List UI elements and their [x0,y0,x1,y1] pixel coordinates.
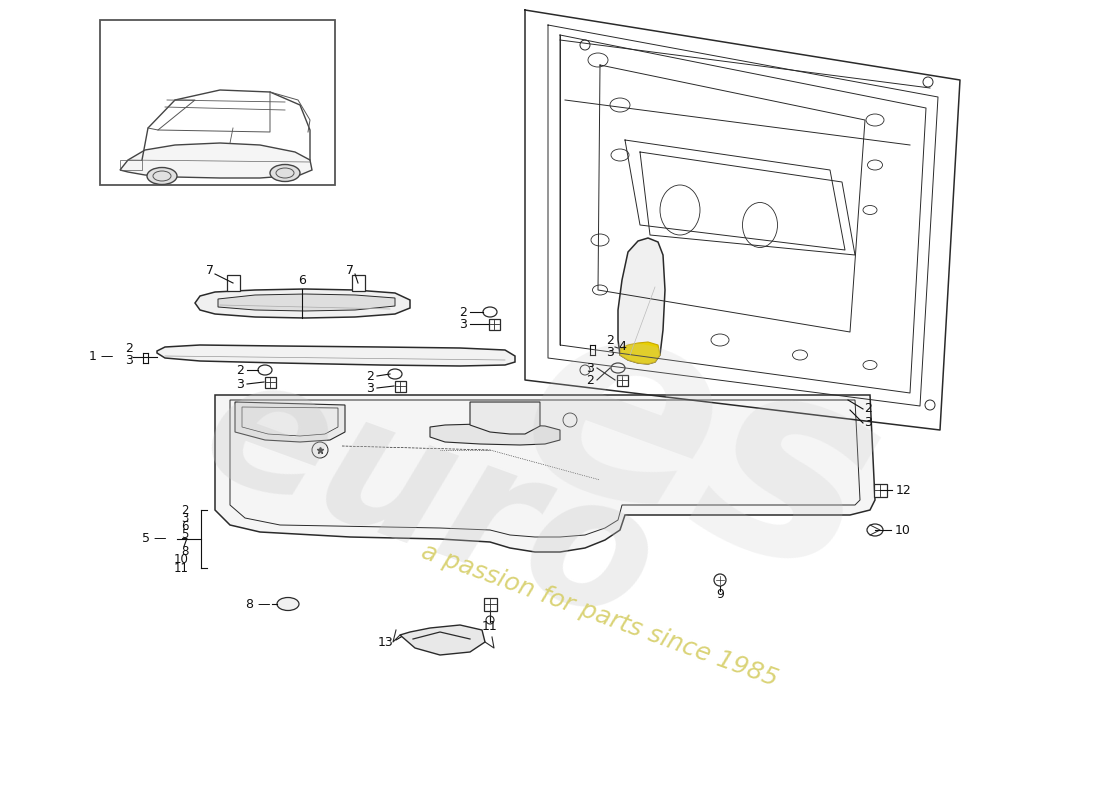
Text: 1 —: 1 — [89,350,113,363]
Text: 5: 5 [182,528,189,542]
Bar [395,381,406,391]
Text: es: es [487,262,912,638]
Bar [616,374,627,386]
Text: 3: 3 [236,378,244,390]
Text: 8 —: 8 — [245,598,270,610]
Circle shape [486,616,494,624]
Polygon shape [618,238,666,364]
Bar [352,275,364,291]
Bar [873,483,887,497]
Text: 11: 11 [482,621,498,634]
Ellipse shape [867,524,883,536]
Polygon shape [430,424,560,445]
Text: 6: 6 [182,520,189,533]
Bar [120,160,142,170]
Text: 7: 7 [346,263,354,277]
Text: euro: euro [182,338,678,662]
Ellipse shape [270,165,300,182]
Polygon shape [195,289,410,318]
Text: 10: 10 [895,523,911,537]
Text: 5 —: 5 — [143,533,167,546]
Bar [100,20,336,185]
Ellipse shape [147,167,177,185]
Text: 3: 3 [459,318,468,330]
Polygon shape [120,143,312,178]
Polygon shape [218,294,395,311]
Text: 11: 11 [174,562,189,574]
Polygon shape [400,625,485,655]
Text: 2: 2 [606,334,614,347]
Ellipse shape [277,598,299,610]
Bar [488,318,499,330]
Text: 2: 2 [459,306,468,318]
Text: 7: 7 [182,537,189,550]
Text: 3: 3 [125,354,133,367]
Text: 12: 12 [896,483,912,497]
Text: 13: 13 [377,635,393,649]
Bar [227,275,240,291]
Text: 3: 3 [864,417,872,430]
Text: 7: 7 [206,263,214,277]
Circle shape [714,574,726,586]
Text: 2: 2 [864,402,872,415]
Text: 3: 3 [182,512,189,525]
Ellipse shape [483,307,497,317]
Text: 9: 9 [716,589,724,602]
Text: 3: 3 [366,382,374,394]
Text: 4: 4 [618,341,626,354]
Bar [264,377,275,387]
Text: 2: 2 [366,370,374,382]
Text: 10: 10 [174,554,189,566]
Text: 2: 2 [586,374,594,386]
Text: 3: 3 [606,346,614,359]
Text: 2: 2 [236,363,244,377]
Polygon shape [235,402,345,442]
Polygon shape [470,402,540,434]
Polygon shape [157,345,515,366]
Text: a passion for parts since 1985: a passion for parts since 1985 [418,539,782,691]
Polygon shape [620,342,660,364]
Ellipse shape [610,363,625,373]
Polygon shape [214,395,875,552]
Text: 2: 2 [125,342,133,355]
Ellipse shape [388,369,401,379]
Text: 6: 6 [298,274,306,286]
Text: 2: 2 [182,503,189,517]
Bar [484,598,496,610]
Text: 3: 3 [586,362,594,374]
Text: 8: 8 [182,545,189,558]
Ellipse shape [258,365,272,375]
